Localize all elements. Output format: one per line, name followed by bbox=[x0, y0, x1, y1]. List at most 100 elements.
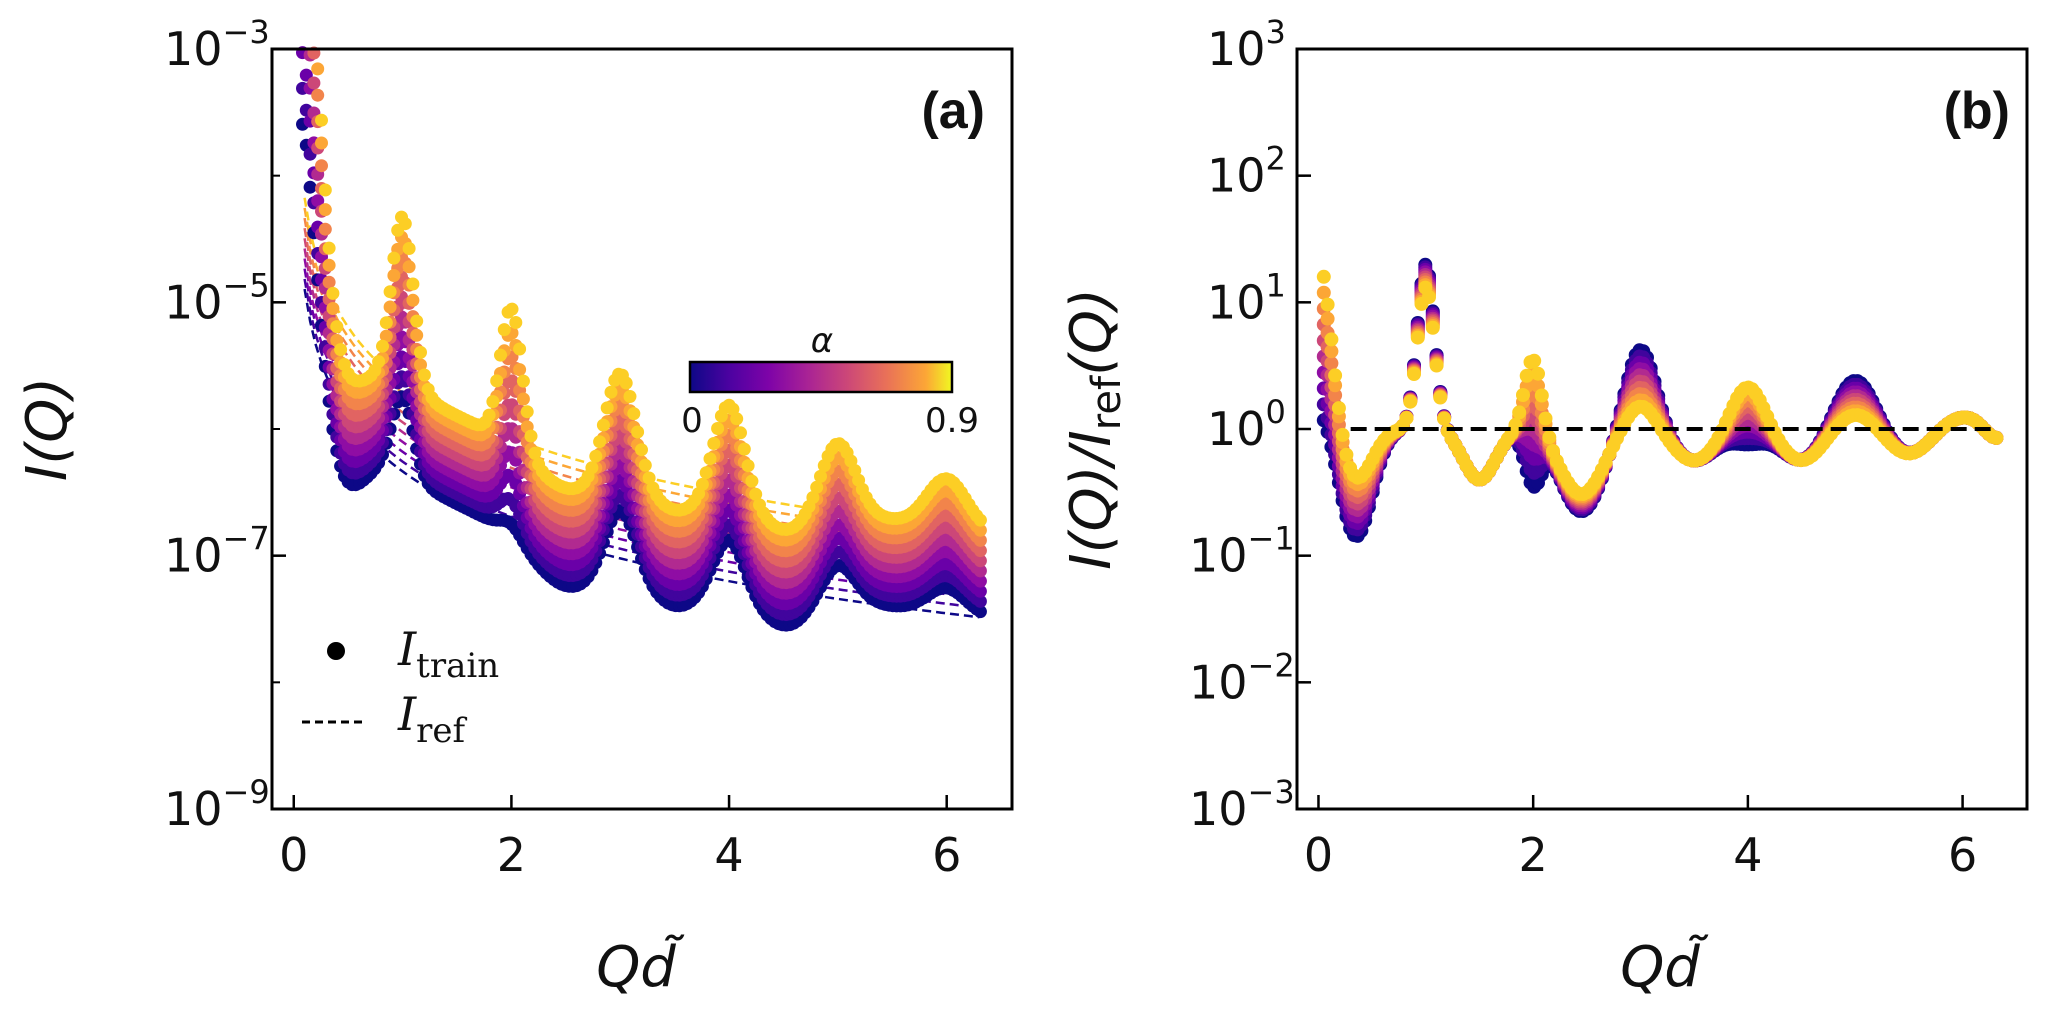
panel-a-ytick-label: 10−9 bbox=[164, 773, 270, 836]
train-point bbox=[406, 277, 420, 291]
ratio-point bbox=[1403, 394, 1418, 409]
train-point bbox=[699, 466, 713, 480]
train-point bbox=[516, 392, 530, 406]
train-point bbox=[322, 275, 336, 289]
train-point bbox=[973, 544, 987, 558]
train-point bbox=[619, 376, 633, 390]
train-point bbox=[814, 469, 827, 483]
train-point bbox=[973, 594, 987, 608]
train-point bbox=[414, 358, 427, 372]
train-point bbox=[315, 136, 328, 150]
train-point bbox=[402, 260, 416, 274]
train-point bbox=[398, 217, 412, 231]
train-point bbox=[505, 374, 519, 388]
ratio-point bbox=[1519, 368, 1534, 383]
train-point bbox=[513, 363, 527, 377]
train-point bbox=[973, 523, 987, 537]
panel-b-ytick-label: 10−3 bbox=[1189, 773, 1295, 836]
panel-a-ytick-label: 10−5 bbox=[164, 266, 270, 329]
ratio-point bbox=[1542, 430, 1557, 445]
ratio-point bbox=[1320, 311, 1335, 326]
colorbar-min-label: 0 bbox=[681, 401, 703, 441]
ratio-point bbox=[1320, 297, 1335, 312]
ratio-point bbox=[1531, 366, 1545, 381]
ratio-point bbox=[1328, 368, 1343, 383]
train-point bbox=[973, 513, 987, 527]
ratio-point bbox=[1339, 447, 1354, 462]
ratio-point bbox=[1429, 358, 1444, 373]
legend-ref-label: Iref bbox=[397, 687, 468, 751]
train-point bbox=[973, 574, 987, 588]
colorbar-title: α bbox=[811, 321, 833, 361]
ratio-point bbox=[1410, 330, 1425, 345]
train-point bbox=[737, 442, 751, 456]
train-point bbox=[516, 374, 530, 388]
train-point bbox=[734, 426, 747, 440]
panel-a-xtick-label: 2 bbox=[497, 828, 526, 882]
panel-b-ytick-label: 101 bbox=[1207, 266, 1286, 329]
panel-b-ytick-label: 100 bbox=[1207, 393, 1286, 456]
train-point bbox=[627, 407, 641, 421]
train-point bbox=[973, 554, 987, 568]
train-point bbox=[509, 316, 523, 329]
train-point bbox=[315, 159, 328, 173]
train-point bbox=[585, 461, 599, 475]
panel-b-label: (b) bbox=[1944, 82, 2010, 140]
panel-a-ytick-label: 10−3 bbox=[164, 13, 270, 76]
train-point bbox=[623, 390, 637, 403]
train-point bbox=[596, 418, 610, 432]
panel-a-xtick-label: 4 bbox=[714, 828, 743, 882]
panel-b-xtick-label: 0 bbox=[1304, 828, 1333, 882]
ratio-point bbox=[1331, 401, 1346, 416]
ref-curve-alpha-0 bbox=[303, 288, 980, 619]
ratio-point bbox=[1328, 378, 1343, 393]
train-point bbox=[520, 405, 534, 419]
panel-a-ytick-label: 10−7 bbox=[164, 520, 270, 583]
panel-b-xlabel: Qd̃ bbox=[1620, 935, 1709, 1000]
ratio-point bbox=[1534, 388, 1549, 403]
train-point bbox=[322, 241, 336, 255]
train-point bbox=[410, 328, 424, 342]
train-point bbox=[973, 605, 987, 619]
panel-b-ticks: 0 2 4 6 10−3 10−2 10−1 100 101 102 103 bbox=[1189, 13, 1977, 882]
train-point bbox=[730, 412, 744, 426]
train-point bbox=[513, 342, 527, 356]
train-point bbox=[707, 437, 721, 450]
train-point bbox=[402, 242, 416, 255]
panel-a-marks bbox=[296, 46, 987, 632]
ratio-point bbox=[1512, 405, 1527, 420]
train-point bbox=[973, 533, 987, 547]
panel-a-xtick-label: 0 bbox=[279, 828, 308, 882]
train-point bbox=[497, 323, 511, 337]
train-point bbox=[494, 348, 507, 362]
panel-b-xtick-label: 2 bbox=[1519, 828, 1548, 882]
train-point bbox=[589, 449, 603, 463]
train-point bbox=[638, 458, 652, 472]
panel-b-xtick-label: 4 bbox=[1733, 828, 1762, 882]
train-point bbox=[741, 459, 755, 473]
train-point bbox=[806, 491, 820, 504]
train-point bbox=[387, 269, 401, 282]
panel-b-chart: 0 2 4 6 10−3 10−2 10−1 100 101 102 103 (b) I(Q)/Ir… bbox=[1059, 13, 2029, 1000]
ratio-point bbox=[1527, 353, 1542, 368]
train-point bbox=[311, 88, 325, 102]
panel-b-ytick-label: 10−2 bbox=[1189, 646, 1295, 709]
ratio-point bbox=[1425, 320, 1440, 335]
ratio-point bbox=[1324, 332, 1339, 347]
train-point bbox=[379, 316, 393, 330]
train-point bbox=[334, 343, 348, 357]
train-point bbox=[410, 314, 424, 328]
train-point bbox=[486, 395, 500, 409]
train-point bbox=[315, 113, 328, 127]
train-point bbox=[490, 374, 504, 388]
train-point bbox=[326, 286, 340, 300]
train-point bbox=[406, 293, 420, 307]
train-point bbox=[383, 300, 397, 314]
colorbar: α 0 0.9 bbox=[681, 321, 979, 441]
train-point bbox=[372, 355, 386, 369]
train-point bbox=[307, 76, 321, 90]
colorbar-max-label: 0.9 bbox=[925, 401, 979, 441]
ratio-point bbox=[1516, 388, 1530, 402]
train-point bbox=[642, 471, 656, 485]
